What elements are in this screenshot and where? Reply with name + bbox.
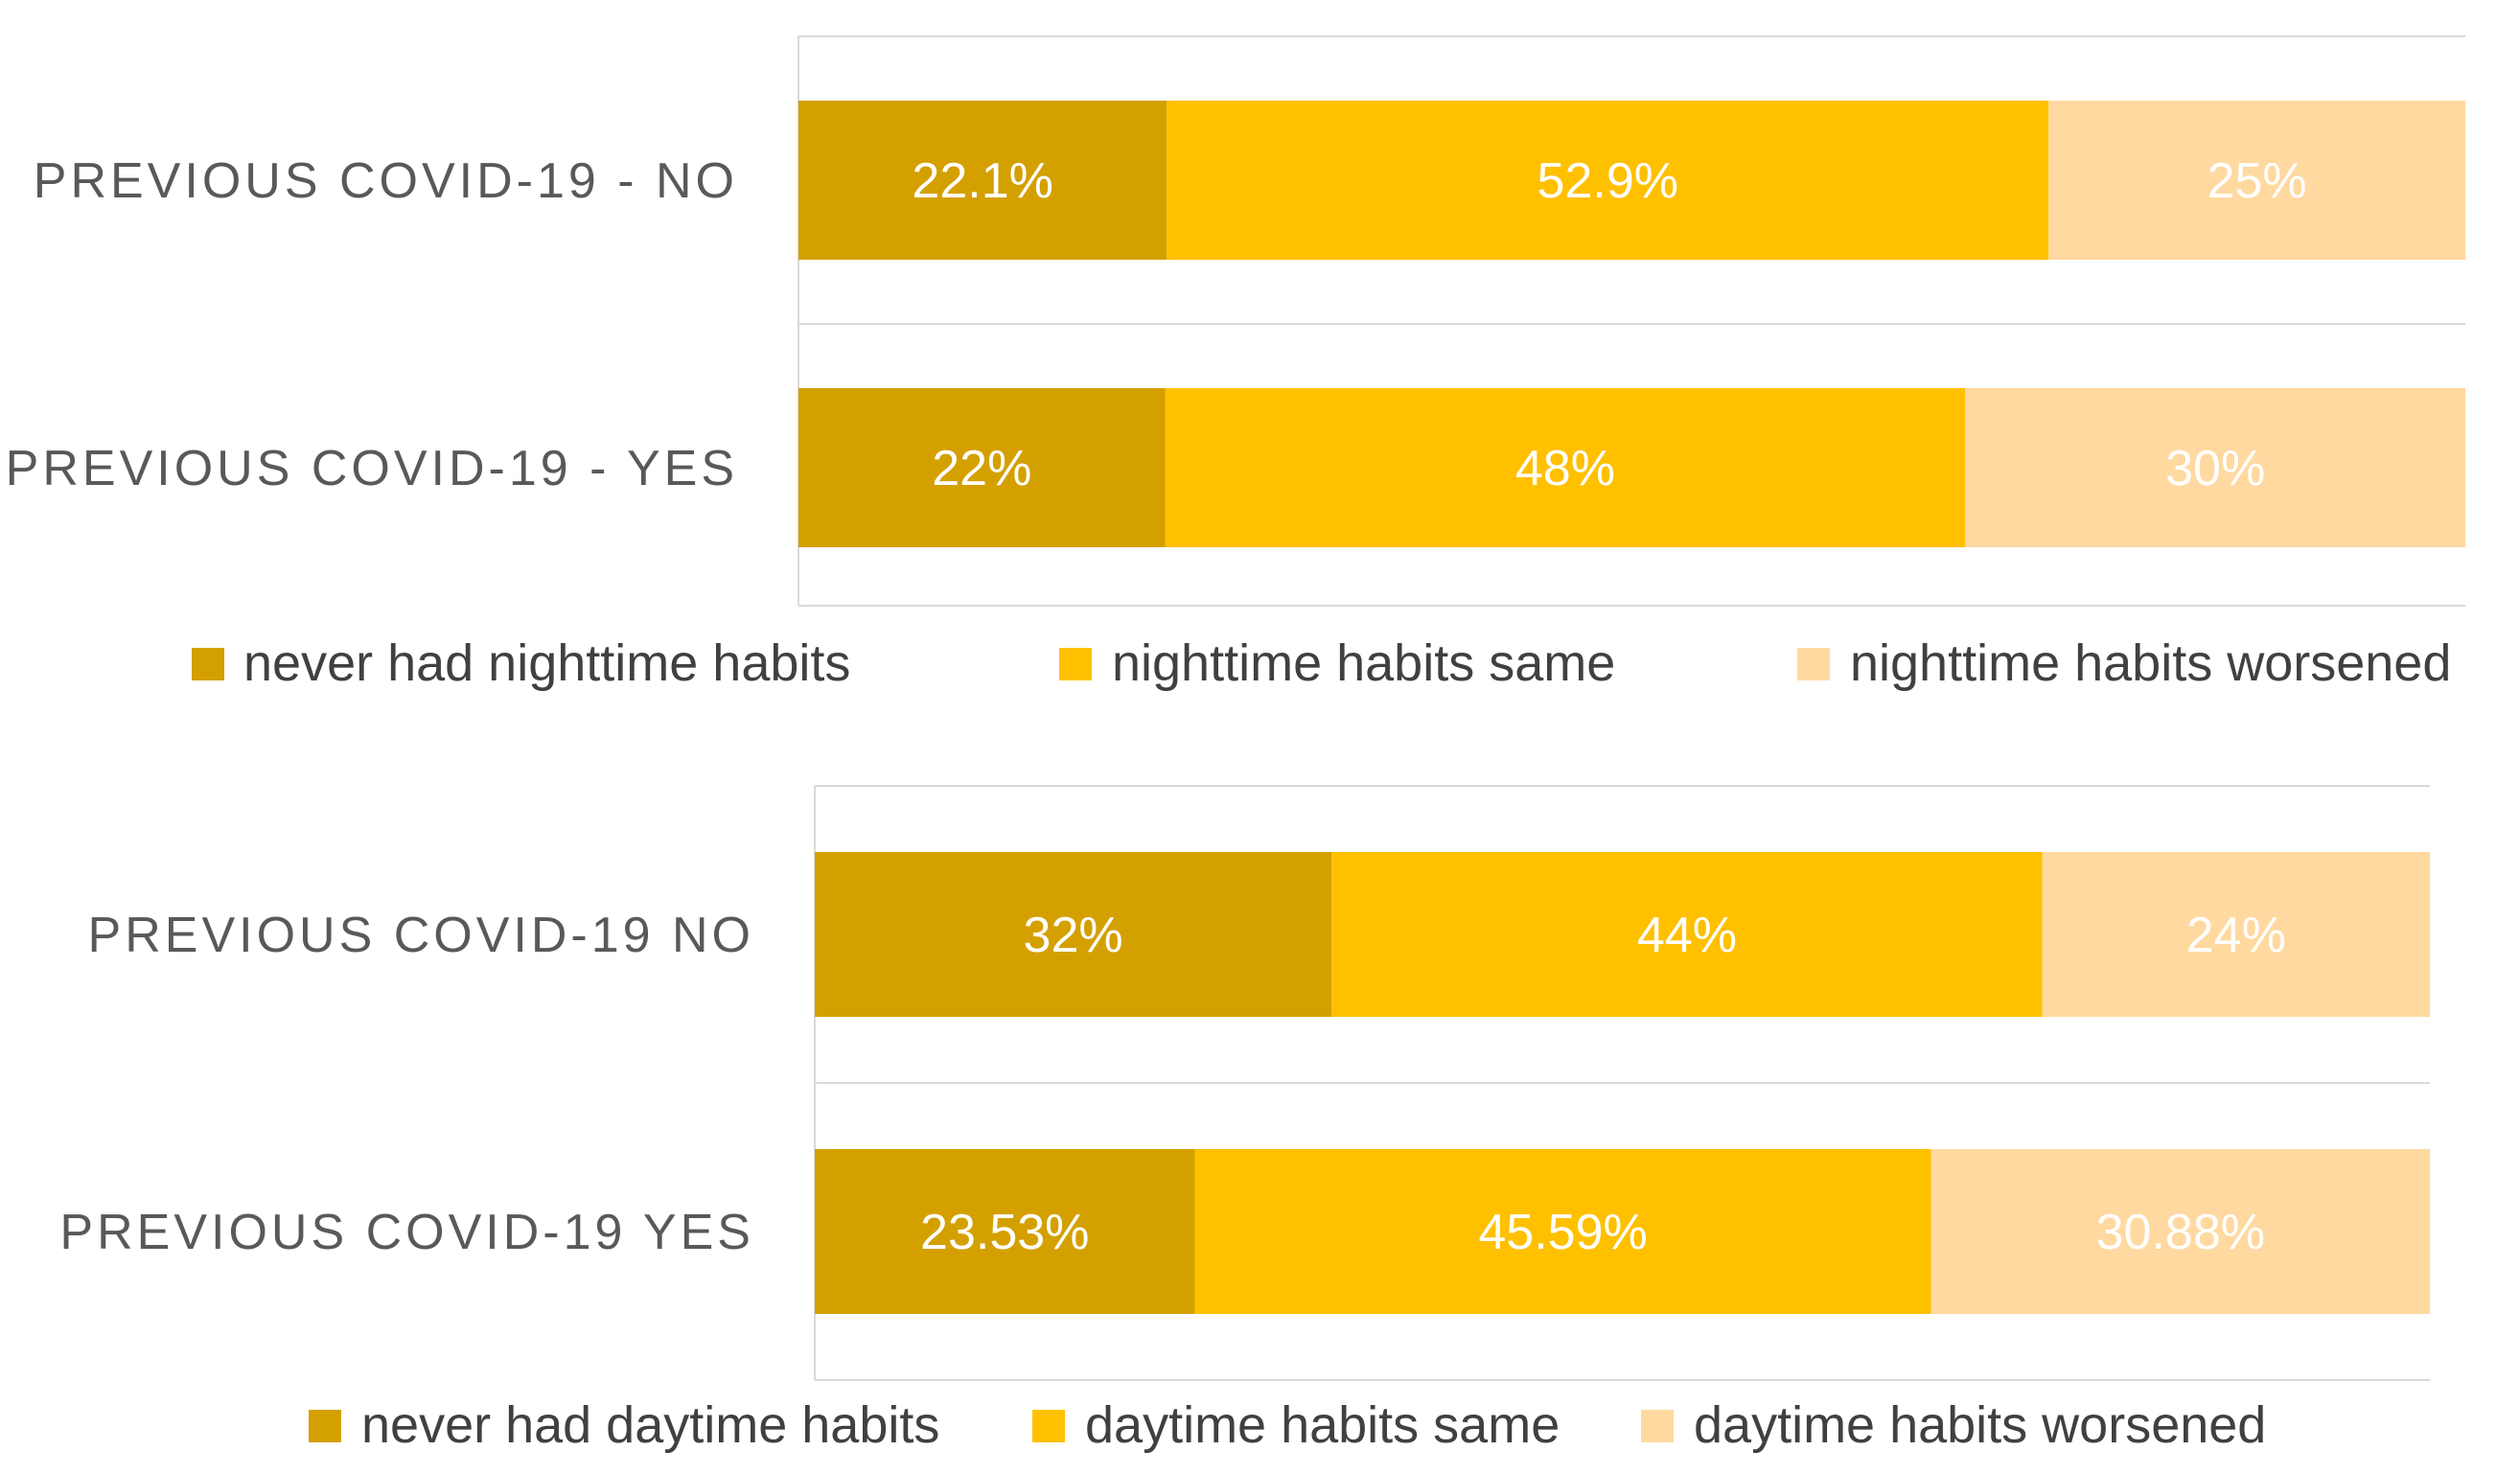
data-label: 24% <box>2186 908 2286 963</box>
bar-segment <box>1194 1149 1931 1314</box>
bar-segment <box>815 852 1332 1017</box>
bar-segment <box>1965 388 2465 547</box>
data-label: 30% <box>2165 441 2265 496</box>
bar-segment <box>1165 388 1966 547</box>
data-label: 22.1% <box>912 153 1052 209</box>
bar-segment <box>2042 852 2430 1017</box>
legend-swatch <box>1641 1410 1674 1442</box>
data-label: 22% <box>932 441 1031 496</box>
bar-segment <box>2048 101 2465 260</box>
legend-swatch <box>309 1410 341 1442</box>
legend-label: daytime habits worsened <box>1694 1396 2266 1454</box>
bar-segment <box>1930 1149 2430 1314</box>
category-label: PREVIOUS COVID-19 - NO <box>34 153 738 209</box>
category-label: PREVIOUS COVID-19 NO <box>88 908 754 963</box>
data-label: 52.9% <box>1537 153 1678 209</box>
legend-swatch <box>1032 1410 1065 1442</box>
legend-label: never had nighttime habits <box>243 634 850 692</box>
legend-label: nighttime habits worsened <box>1850 634 2451 692</box>
data-label: 25% <box>2208 153 2307 209</box>
legend-label: daytime habits same <box>1085 1396 1560 1454</box>
data-label: 48% <box>1515 441 1615 496</box>
data-label: 45.59% <box>1478 1205 1647 1260</box>
legend-swatch <box>1797 648 1830 680</box>
data-label: 23.53% <box>920 1205 1089 1260</box>
bar-segment <box>1331 852 2043 1017</box>
legend-label: never had daytime habits <box>361 1396 939 1454</box>
bar-segment <box>1167 101 2049 260</box>
bar-segment <box>798 101 1168 260</box>
category-label: PREVIOUS COVID-19 - YES <box>6 441 738 496</box>
data-label: 44% <box>1637 908 1737 963</box>
data-label: 32% <box>1024 908 1123 963</box>
legend-swatch <box>1059 648 1092 680</box>
data-label: 30.88% <box>2096 1205 2265 1260</box>
bar-segment <box>815 1149 1195 1314</box>
bar-segment <box>798 388 1166 547</box>
legend-swatch <box>192 648 224 680</box>
category-label: PREVIOUS COVID-19 YES <box>59 1205 754 1260</box>
legend-label: nighttime habits same <box>1112 634 1615 692</box>
